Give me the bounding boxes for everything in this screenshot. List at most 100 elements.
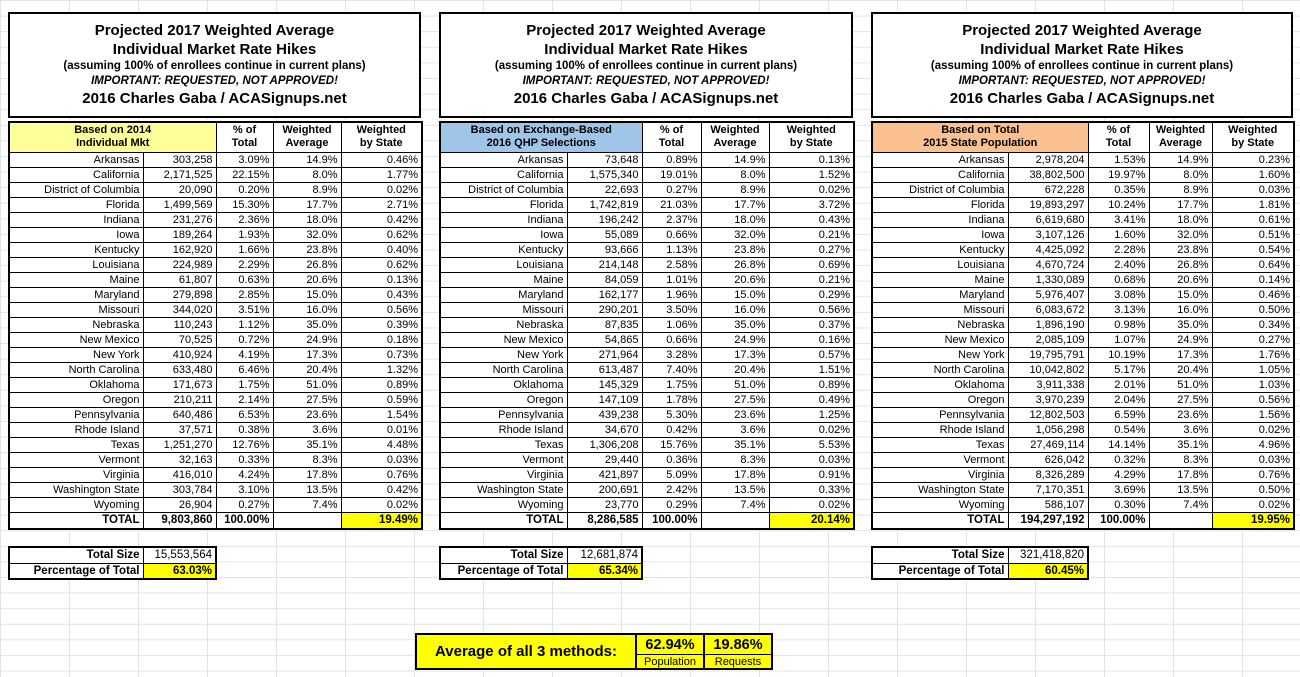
cell[interactable]: 16.0% <box>700 301 770 318</box>
cell[interactable]: 1,575,340 <box>566 166 643 183</box>
total-size-value[interactable]: 12,681,874 <box>566 546 643 564</box>
cell[interactable]: Rhode Island <box>8 421 144 438</box>
cell[interactable]: 0.62% <box>340 226 423 243</box>
cell[interactable]: 1,330,089 <box>1007 271 1089 288</box>
cell[interactable]: 17.7% <box>272 196 342 213</box>
cell[interactable]: 0.03% <box>340 451 423 468</box>
cell[interactable]: 16.0% <box>272 301 342 318</box>
cell[interactable]: 290,201 <box>566 301 643 318</box>
cell[interactable]: 8.9% <box>700 181 770 198</box>
cell[interactable]: 0.32% <box>1087 451 1150 468</box>
cell[interactable]: 8.0% <box>272 166 342 183</box>
cell[interactable]: 14.14% <box>1087 436 1150 453</box>
cell[interactable] <box>1148 511 1213 530</box>
cell[interactable]: 0.43% <box>768 211 855 228</box>
cell[interactable]: 3.6% <box>700 421 770 438</box>
cell[interactable]: 0.54% <box>1211 241 1295 258</box>
cell[interactable]: 626,042 <box>1007 451 1089 468</box>
cell[interactable]: 0.29% <box>768 286 855 303</box>
cell[interactable]: 110,243 <box>142 316 217 333</box>
cell[interactable]: 613,487 <box>566 361 643 378</box>
cell[interactable]: 20,090 <box>142 181 217 198</box>
cell[interactable]: 1.07% <box>1087 331 1150 348</box>
cell[interactable]: New York <box>8 346 144 363</box>
cell[interactable]: 0.46% <box>1211 286 1295 303</box>
cell[interactable]: 15.0% <box>272 286 342 303</box>
cell[interactable]: 1.56% <box>1211 406 1295 423</box>
cell[interactable]: 3,911,338 <box>1007 376 1089 393</box>
cell[interactable]: 4.29% <box>1087 466 1150 483</box>
cell[interactable]: 0.50% <box>1211 301 1295 318</box>
cell[interactable]: 586,107 <box>1007 496 1089 513</box>
cell[interactable]: 8.3% <box>700 451 770 468</box>
cell[interactable]: 1.03% <box>1211 376 1295 393</box>
cell[interactable]: 1,742,819 <box>566 196 643 213</box>
cell[interactable]: 10,042,802 <box>1007 361 1089 378</box>
cell[interactable]: 15.0% <box>1148 286 1213 303</box>
cell[interactable]: 1.66% <box>215 241 274 258</box>
cell[interactable]: California <box>8 166 144 183</box>
cell[interactable]: 0.16% <box>768 331 855 348</box>
cell[interactable]: 100.00% <box>1087 511 1150 530</box>
cell[interactable]: 410,924 <box>142 346 217 363</box>
cell[interactable]: 8,326,289 <box>1007 466 1089 483</box>
cell[interactable]: 1.96% <box>641 286 702 303</box>
cell[interactable]: 0.03% <box>1211 181 1295 198</box>
cell[interactable]: 14.9% <box>272 151 342 168</box>
cell[interactable]: Louisiana <box>871 256 1009 273</box>
cell[interactable]: Vermont <box>8 451 144 468</box>
cell[interactable]: 7.4% <box>1148 496 1213 513</box>
cell[interactable]: 0.56% <box>1211 391 1295 408</box>
cell[interactable]: 18.0% <box>700 211 770 228</box>
cell[interactable]: 15.76% <box>641 436 702 453</box>
cell[interactable]: 17.3% <box>272 346 342 363</box>
cell[interactable]: 0.73% <box>340 346 423 363</box>
cell[interactable]: 17.7% <box>1148 196 1213 213</box>
cell[interactable]: 1.60% <box>1211 166 1295 183</box>
cell[interactable]: 24.9% <box>272 331 342 348</box>
cell[interactable]: Texas <box>871 436 1009 453</box>
cell[interactable]: 23.8% <box>272 241 342 258</box>
cell[interactable]: 1,056,298 <box>1007 421 1089 438</box>
cell[interactable]: Louisiana <box>8 256 144 273</box>
cell[interactable]: 1.12% <box>215 316 274 333</box>
cell[interactable]: 2.36% <box>215 211 274 228</box>
cell[interactable]: 3.6% <box>272 421 342 438</box>
cell[interactable]: 18.0% <box>1148 211 1213 228</box>
cell[interactable]: 0.02% <box>340 496 423 513</box>
cell[interactable]: 1,499,569 <box>142 196 217 213</box>
cell[interactable]: 0.68% <box>1087 271 1150 288</box>
cell[interactable]: Pennsylvania <box>439 406 568 423</box>
cell[interactable]: 3.6% <box>1148 421 1213 438</box>
cell[interactable]: 0.69% <box>768 256 855 273</box>
cell[interactable]: New Mexico <box>8 331 144 348</box>
cell[interactable]: 15.30% <box>215 196 274 213</box>
cell[interactable]: 12.76% <box>215 436 274 453</box>
cell[interactable]: 147,109 <box>566 391 643 408</box>
cell[interactable]: North Carolina <box>871 361 1009 378</box>
cell[interactable]: 0.13% <box>768 151 855 168</box>
cell[interactable]: 0.02% <box>340 181 423 198</box>
cell[interactable]: 14.9% <box>700 151 770 168</box>
total-size-value[interactable]: 15,553,564 <box>142 546 217 564</box>
cell[interactable]: 0.57% <box>768 346 855 363</box>
cell[interactable]: Nebraska <box>439 316 568 333</box>
cell[interactable]: 1.06% <box>641 316 702 333</box>
cell[interactable]: Wyoming <box>8 496 144 513</box>
cell[interactable]: 55,089 <box>566 226 643 243</box>
cell[interactable]: 3.69% <box>1087 481 1150 498</box>
average-population-value[interactable]: 62.94% <box>637 635 703 655</box>
cell[interactable]: 8.0% <box>1148 166 1213 183</box>
cell[interactable]: 35.0% <box>272 316 342 333</box>
cell[interactable]: 145,329 <box>566 376 643 393</box>
cell[interactable]: 0.42% <box>340 211 423 228</box>
cell[interactable]: 0.03% <box>1211 451 1295 468</box>
cell[interactable]: 1,251,270 <box>142 436 217 453</box>
cell[interactable]: Iowa <box>871 226 1009 243</box>
cell[interactable]: 5.53% <box>768 436 855 453</box>
cell[interactable]: 17.3% <box>700 346 770 363</box>
basis-header[interactable]: Based on Total 2015 State Population <box>871 121 1089 153</box>
cell[interactable]: 6.59% <box>1087 406 1150 423</box>
cell[interactable]: District of Columbia <box>871 181 1009 198</box>
cell[interactable]: Missouri <box>871 301 1009 318</box>
